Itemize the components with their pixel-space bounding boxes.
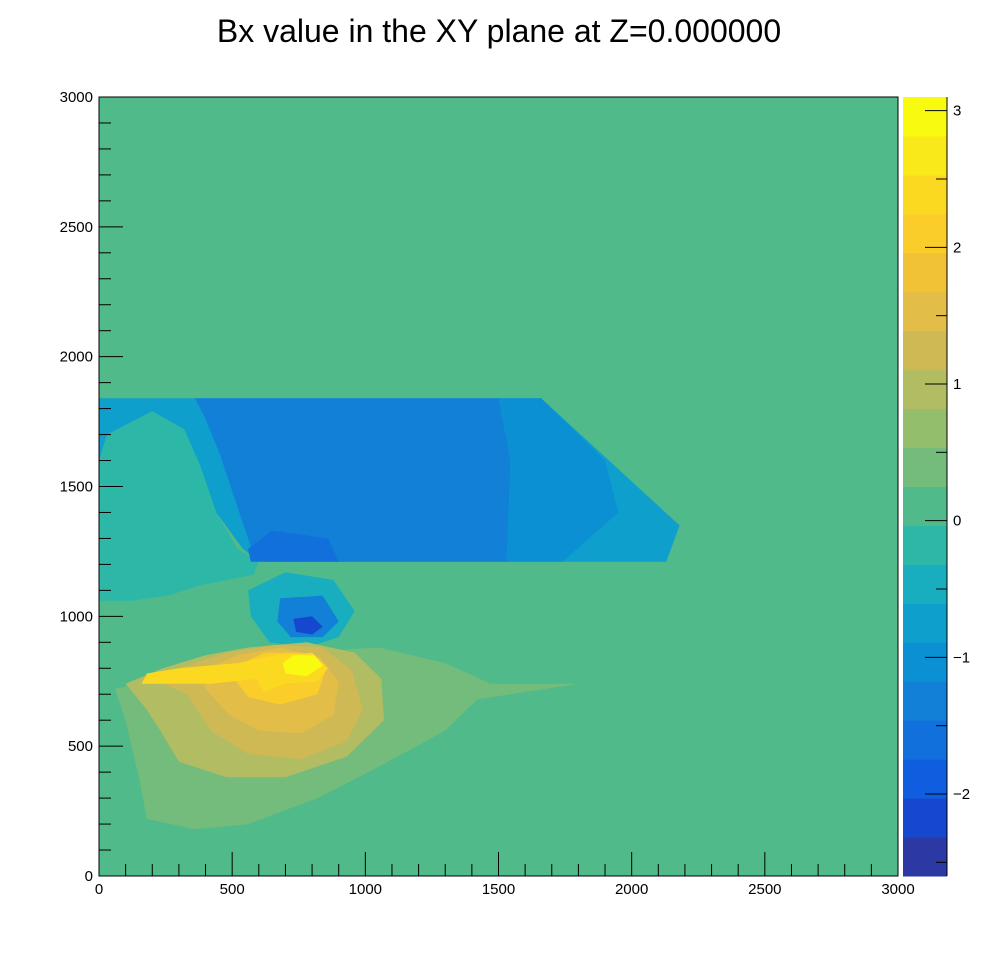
colorbar-band <box>903 447 947 487</box>
colorbar-band <box>903 291 947 332</box>
x-tick-label: 2000 <box>615 881 648 898</box>
heatmap-regions <box>99 398 680 830</box>
x-tick-label: 3000 <box>881 881 914 898</box>
x-tick-label: 1000 <box>349 881 382 898</box>
y-tick-label: 2000 <box>60 349 93 366</box>
heatmap-region-8 <box>293 616 323 635</box>
colorbar-tick-label: 3 <box>953 103 961 120</box>
heatmap-region-16 <box>293 657 318 669</box>
colorbar-band <box>903 408 947 449</box>
x-tick-label: 0 <box>95 881 103 898</box>
x-axis: 0 500 1000 1500 2000 2500 3000 <box>95 852 915 898</box>
colorbar-band <box>903 97 947 137</box>
chart-title: Bx value in the XY plane at Z=0.000000 <box>217 13 781 49</box>
heatmap-plot-area <box>98 96 899 877</box>
colorbar-bands <box>903 97 947 877</box>
colorbar: −2 −1 0 1 2 3 <box>903 97 970 877</box>
y-tick-label: 1000 <box>60 608 93 625</box>
colorbar-tick-label: −2 <box>953 786 970 803</box>
colorbar-tick-label: 2 <box>953 239 961 256</box>
colorbar-band <box>903 681 947 721</box>
y-tick-label: 500 <box>68 738 93 755</box>
colorbar-band <box>903 720 947 760</box>
colorbar-band <box>903 603 947 643</box>
colorbar-tick-label: 0 <box>953 513 961 530</box>
x-tick-label: 500 <box>220 881 245 898</box>
colorbar-band <box>903 135 947 176</box>
colorbar-band <box>903 369 947 410</box>
colorbar-band <box>903 837 947 877</box>
y-tick-label: 1500 <box>60 479 93 496</box>
colorbar-band <box>903 213 947 254</box>
colorbar-tick-label: 1 <box>953 376 961 393</box>
y-axis: 0 500 1000 1500 2000 2500 3000 <box>60 89 123 885</box>
colorbar-band <box>903 252 947 293</box>
y-tick-label: 0 <box>85 868 93 885</box>
y-tick-label: 3000 <box>60 89 93 106</box>
heatmap-region-14 <box>141 652 328 692</box>
colorbar-band <box>903 174 947 215</box>
heatmap-region-5 <box>248 530 339 562</box>
heatmap-region-2 <box>405 398 511 562</box>
colorbar-axis: −2 −1 0 1 2 3 <box>925 97 970 876</box>
heatmap-region-4 <box>99 411 259 601</box>
colorbar-band <box>903 564 947 604</box>
colorbar-band <box>903 486 947 526</box>
colorbar-band <box>903 798 947 838</box>
x-tick-label: 1500 <box>482 881 515 898</box>
colorbar-band <box>903 330 947 371</box>
colorbar-tick-label: −1 <box>953 649 970 666</box>
x-tick-label: 2500 <box>748 881 781 898</box>
colorbar-band <box>903 759 947 799</box>
colorbar-band <box>903 642 947 682</box>
heatmap-region-3 <box>498 398 619 562</box>
heatmap-region-1 <box>194 398 412 562</box>
y-tick-label: 2500 <box>60 219 93 236</box>
heatmap-region-7 <box>277 595 339 638</box>
colorbar-band <box>903 525 947 565</box>
